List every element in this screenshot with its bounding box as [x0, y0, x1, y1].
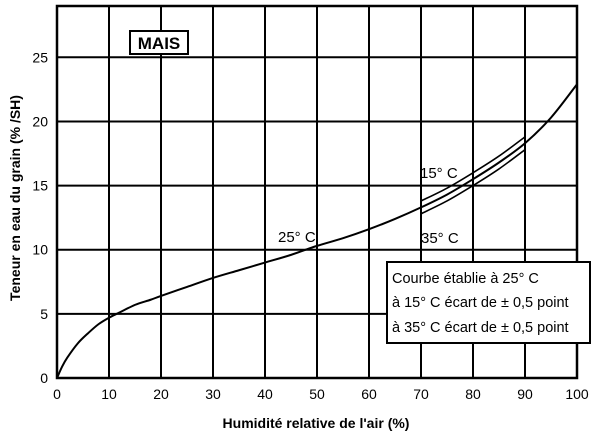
x-tick-label-90: 90 [517, 386, 533, 402]
note-frame [386, 261, 591, 344]
x-tick-label-60: 60 [361, 386, 377, 402]
note-line-2: à 15° C écart de ± 0,5 point [392, 295, 569, 311]
y-tick-label-10: 10 [32, 242, 48, 258]
x-tick-label-20: 20 [153, 386, 169, 402]
x-tick-label-0: 0 [53, 386, 61, 402]
label-15c: 15° C [420, 165, 458, 182]
y-tick-label-0: 0 [40, 370, 48, 386]
y-tick-label-25: 25 [32, 49, 48, 65]
series-line-35c [420, 148, 526, 215]
series-line-25c [56, 83, 578, 379]
note-line-1: Courbe établie à 25° C [392, 271, 539, 287]
x-tick-label-10: 10 [101, 386, 117, 402]
x-tick-label-70: 70 [413, 386, 429, 402]
x-tick-label-30: 30 [205, 386, 221, 402]
x-axis-title: Humidité relative de l'air (%) [223, 415, 410, 431]
chart-title-frame [129, 30, 189, 55]
label-25c: 25° C [278, 229, 316, 246]
y-axis-title: Teneur en eau du grain (% /SH) [7, 95, 23, 301]
chart-title-box: MAIS [129, 30, 189, 55]
y-tick-label-15: 15 [32, 178, 48, 194]
series-layer [56, 83, 578, 379]
x-tick-label-80: 80 [465, 386, 481, 402]
note-line-3: à 35° C écart de ± 0,5 point [392, 320, 569, 336]
plot-frame [55, 4, 579, 380]
plot-border [55, 4, 579, 380]
y-tick-label-20: 20 [32, 113, 48, 129]
x-tick-label-100: 100 [565, 386, 589, 402]
chart-title: MAIS [138, 34, 181, 53]
x-tick-label-50: 50 [309, 386, 325, 402]
x-tick-label-40: 40 [257, 386, 273, 402]
series-line-15c [420, 136, 526, 202]
label-35c: 35° C [421, 230, 459, 247]
ticks: 0 10 20 30 40 50 60 70 80 90 100 0 5 10 15 20 25 [32, 49, 588, 402]
note-box: Courbe établie à 25° C à 15° C écart de … [386, 261, 591, 344]
grid [57, 6, 577, 378]
y-tick-label-5: 5 [40, 306, 48, 322]
